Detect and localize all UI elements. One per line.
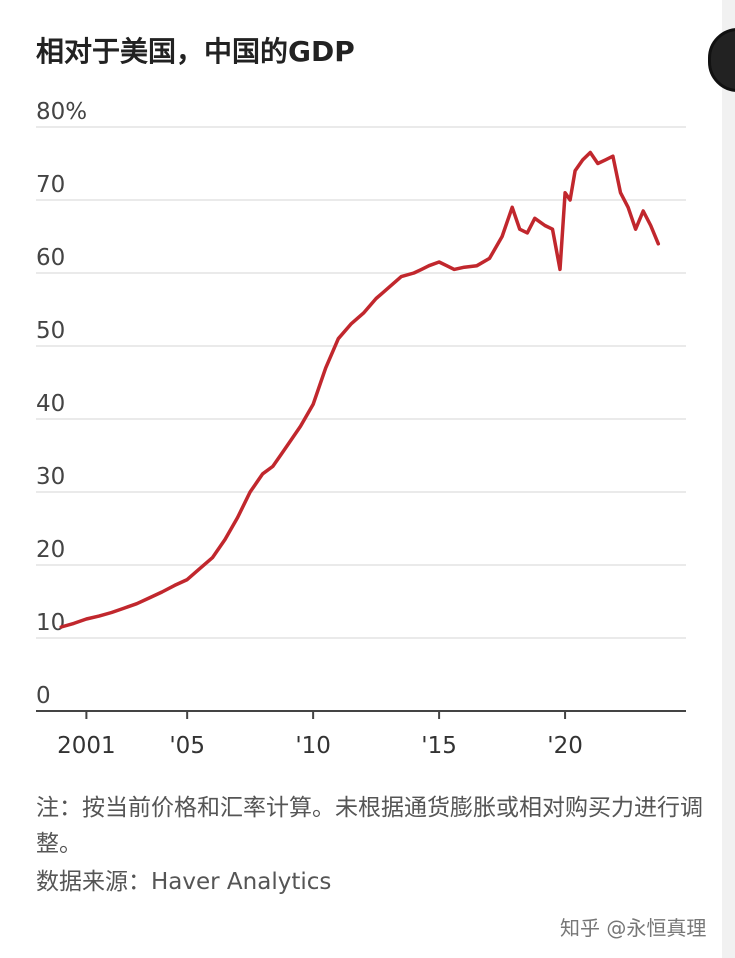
- y-tick-label: 20: [36, 537, 65, 563]
- chart-note: 注：按当前价格和汇率计算。未根据通货膨胀或相对购买力进行调整。: [36, 795, 703, 857]
- chart-title: 相对于美国，中国的GDP: [36, 35, 355, 68]
- line-chart: 80% 70 60 50 40 30 20 10 0 2001 '05 '10 '15 '20: [36, 99, 686, 759]
- grid-lines: [36, 126, 686, 639]
- x-tick-label: '20: [547, 733, 583, 759]
- y-tick-label: 70: [36, 172, 65, 198]
- y-tick-label: 0: [36, 683, 51, 709]
- series-line-gdp-ratio: [59, 150, 661, 629]
- chart-source: 数据来源：Haver Analytics: [36, 869, 332, 895]
- y-tick-label: 30: [36, 464, 65, 490]
- y-tick-label: 40: [36, 391, 65, 417]
- y-tick-label: 80%: [36, 99, 87, 125]
- x-tick-marks: 2001 '05 '10 '15 '20: [57, 711, 583, 759]
- y-tick-label: 10: [36, 610, 65, 636]
- y-tick-labels: 80% 70 60 50 40 30 20 10 0: [36, 99, 87, 709]
- watermark: 知乎 @永恒真理: [560, 916, 707, 940]
- y-tick-label: 60: [36, 245, 65, 271]
- x-tick-label: '05: [169, 733, 205, 759]
- x-tick-label: '10: [295, 733, 331, 759]
- x-tick-label: 2001: [57, 733, 116, 759]
- right-scroll-strip: [722, 0, 735, 958]
- y-tick-label: 50: [36, 318, 65, 344]
- x-tick-label: '15: [421, 733, 457, 759]
